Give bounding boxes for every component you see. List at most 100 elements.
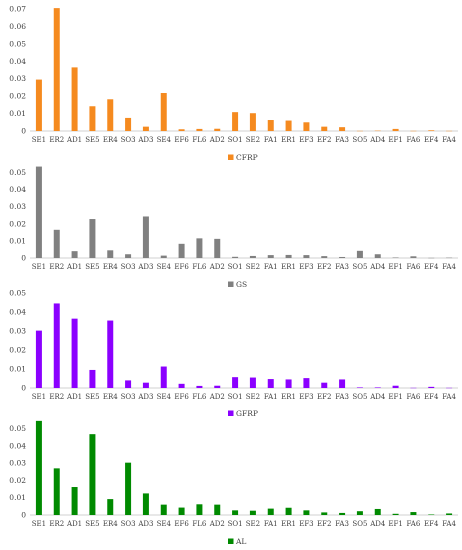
x-tick-label: SE5: [85, 520, 99, 528]
y-tick-label: 0: [21, 384, 26, 393]
bar-ef4: [428, 386, 435, 388]
bar-so1: [232, 510, 239, 515]
bar-fl6: [196, 128, 203, 131]
bar-se1: [35, 166, 42, 258]
legend: GS: [228, 280, 247, 289]
x-tick-label: AD1: [66, 263, 82, 271]
y-tick-label: 0.03: [9, 327, 26, 336]
x-tick-label: FL6: [192, 263, 207, 271]
legend: CFRP: [228, 153, 258, 162]
y-tick-label: 0.02: [9, 92, 26, 101]
y-tick-label: 0.05: [9, 39, 26, 48]
y-tick-label: 0.05: [9, 168, 26, 177]
bar-se1: [35, 330, 42, 388]
bar-ef4: [428, 514, 435, 515]
x-tick-label: ER1: [281, 520, 296, 528]
y-tick-label: 0: [21, 127, 26, 136]
x-tick-label: EF4: [424, 520, 439, 528]
bar-er1: [285, 120, 292, 131]
x-tick-label: EF6: [174, 393, 189, 401]
bar-er4: [107, 250, 114, 258]
y-tick-label: 0.03: [9, 202, 26, 211]
x-tick-label: FA4: [442, 263, 456, 271]
x-tick-label: AD2: [209, 263, 225, 271]
y-tick-label: 0.01: [9, 109, 26, 118]
bar-so3: [125, 380, 132, 388]
x-tick-label: SO1: [228, 136, 243, 144]
x-tick-label: SE1: [32, 136, 46, 144]
x-tick-label: ER4: [103, 263, 118, 271]
bar-so5: [356, 511, 363, 515]
bar-se4: [160, 255, 167, 258]
bar-er2: [53, 229, 60, 258]
x-tick-label: FA6: [407, 136, 421, 144]
bar-ef2: [321, 126, 328, 131]
bar-se5: [89, 434, 96, 515]
bar-er2: [53, 303, 60, 388]
bar-ad2: [214, 238, 221, 258]
bar-ef6: [178, 383, 185, 388]
bar-fa3: [339, 256, 346, 258]
x-tick-label: EF1: [388, 520, 402, 528]
bar-ef1: [392, 513, 399, 515]
bar-ef3: [303, 510, 310, 515]
x-tick-label: ER1: [281, 136, 296, 144]
bar-ad1: [71, 67, 78, 131]
x-tick-label: ER2: [49, 136, 64, 144]
legend-swatch: [228, 538, 234, 544]
bar-er1: [285, 507, 292, 515]
x-tick-label: FA3: [335, 520, 349, 528]
bar-se2: [249, 113, 256, 131]
y-tick-label: 0.04: [9, 185, 26, 194]
x-tick-label: SE5: [85, 393, 99, 401]
x-tick-label: AD4: [369, 263, 386, 271]
x-tick-label: ER4: [103, 520, 118, 528]
bar-ad1: [71, 251, 78, 258]
x-tick-label: FA4: [442, 136, 456, 144]
bar-se4: [160, 504, 167, 515]
x-tick-label: ER2: [49, 393, 64, 401]
x-tick-label: FA6: [407, 393, 421, 401]
x-tick-label: AD2: [209, 136, 225, 144]
bar-so1: [232, 112, 239, 131]
x-tick-label: ER1: [281, 393, 296, 401]
x-tick-label: AD2: [209, 520, 225, 528]
x-tick-label: EF1: [388, 136, 402, 144]
x-tick-label: ER2: [49, 520, 64, 528]
x-tick-label: AD2: [209, 393, 225, 401]
legend-label: CFRP: [236, 153, 258, 162]
x-tick-label: EF6: [174, 263, 189, 271]
bar-ef2: [321, 382, 328, 388]
x-tick-label: FA1: [264, 263, 278, 271]
bar-se5: [89, 219, 96, 258]
legend-swatch: [228, 281, 234, 287]
bar-ad1: [71, 318, 78, 388]
y-tick-label: 0: [21, 254, 26, 263]
y-tick-label: 0.02: [9, 219, 26, 228]
x-tick-label: SE2: [246, 520, 260, 528]
x-tick-label: FA1: [264, 393, 278, 401]
x-tick-label: ER4: [103, 136, 118, 144]
y-tick-label: 0.04: [9, 57, 26, 66]
y-tick-label: 0.06: [9, 22, 26, 31]
bar-se4: [160, 93, 167, 131]
bar-so1: [232, 377, 239, 388]
x-tick-label: FA4: [442, 520, 456, 528]
x-tick-label: FA1: [264, 136, 278, 144]
legend-label: GS: [236, 280, 247, 289]
bar-ef1: [392, 257, 399, 258]
bar-fa4: [446, 513, 453, 515]
x-tick-label: AD1: [66, 136, 82, 144]
x-tick-label: SE1: [32, 520, 46, 528]
legend: AL: [228, 537, 246, 546]
y-tick-label: 0.01: [9, 493, 26, 502]
x-tick-label: SE4: [157, 393, 172, 401]
x-tick-label: EF3: [299, 136, 313, 144]
x-tick-label: EF6: [174, 136, 189, 144]
x-tick-label: AD3: [137, 263, 153, 271]
bar-fl6: [196, 385, 203, 388]
x-tick-label: FL6: [192, 393, 207, 401]
bar-se2: [249, 510, 256, 515]
y-tick-label: 0.07: [9, 5, 26, 14]
